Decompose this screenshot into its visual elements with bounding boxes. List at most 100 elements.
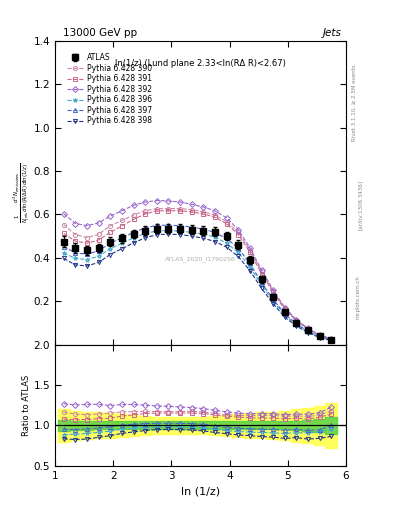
- Pythia 6.428 392: [213, 208, 217, 214]
- Pythia 6.428 392: [329, 335, 334, 342]
- Pythia 6.428 398: [84, 263, 89, 269]
- Text: mcplots.cern.ch: mcplots.cern.ch: [356, 275, 361, 319]
- Pythia 6.428 391: [329, 336, 334, 342]
- Pythia 6.428 392: [96, 220, 101, 226]
- Pythia 6.428 396: [166, 228, 171, 234]
- Pythia 6.428 390: [271, 288, 275, 294]
- Pythia 6.428 390: [189, 206, 194, 212]
- Pythia 6.428 397: [329, 337, 334, 343]
- Y-axis label: $\frac{1}{N_{\rm jets}}\frac{d^2 N_{\rm emissions}}{d\ln(R/\Delta R)\,d\ln(1/z)}: $\frac{1}{N_{\rm jets}}\frac{d^2 N_{\rm …: [12, 162, 32, 223]
- Pythia 6.428 396: [131, 235, 136, 241]
- Pythia 6.428 397: [84, 251, 89, 257]
- Pythia 6.428 390: [178, 205, 182, 211]
- Line: Pythia 6.428 390: Pythia 6.428 390: [62, 206, 333, 341]
- Pythia 6.428 396: [213, 234, 217, 240]
- Pythia 6.428 391: [259, 270, 264, 276]
- X-axis label: ln (1/z): ln (1/z): [181, 486, 220, 496]
- Pythia 6.428 391: [131, 217, 136, 223]
- Pythia 6.428 397: [283, 311, 287, 317]
- Pythia 6.428 391: [317, 332, 322, 338]
- Pythia 6.428 398: [61, 255, 66, 262]
- Pythia 6.428 392: [61, 211, 66, 217]
- Pythia 6.428 396: [271, 298, 275, 304]
- Pythia 6.428 398: [236, 253, 241, 260]
- Pythia 6.428 398: [178, 231, 182, 238]
- Pythia 6.428 397: [96, 248, 101, 254]
- Pythia 6.428 396: [154, 228, 159, 234]
- Pythia 6.428 398: [248, 267, 252, 273]
- Y-axis label: Ratio to ATLAS: Ratio to ATLAS: [22, 375, 31, 436]
- Pythia 6.428 390: [166, 205, 171, 211]
- Pythia 6.428 396: [119, 240, 124, 246]
- Pythia 6.428 397: [271, 296, 275, 302]
- Pythia 6.428 391: [201, 211, 206, 217]
- Pythia 6.428 390: [96, 231, 101, 238]
- Pythia 6.428 396: [329, 337, 334, 343]
- Pythia 6.428 390: [131, 212, 136, 218]
- Pythia 6.428 398: [143, 235, 147, 241]
- Pythia 6.428 391: [189, 209, 194, 215]
- Line: Pythia 6.428 396: Pythia 6.428 396: [62, 228, 333, 342]
- Pythia 6.428 392: [201, 204, 206, 210]
- Pythia 6.428 392: [317, 332, 322, 338]
- Pythia 6.428 398: [224, 244, 229, 250]
- Pythia 6.428 398: [283, 314, 287, 321]
- Pythia 6.428 397: [213, 229, 217, 236]
- Pythia 6.428 392: [248, 245, 252, 251]
- Pythia 6.428 392: [236, 226, 241, 232]
- Pythia 6.428 390: [84, 234, 89, 241]
- Pythia 6.428 391: [294, 318, 299, 324]
- Pythia 6.428 390: [224, 219, 229, 225]
- Pythia 6.428 390: [283, 305, 287, 311]
- Pythia 6.428 398: [96, 259, 101, 265]
- Pythia 6.428 397: [201, 226, 206, 232]
- Text: Rivet 3.1.10, ≥ 2.5M events: Rivet 3.1.10, ≥ 2.5M events: [352, 64, 357, 141]
- Legend: ATLAS, Pythia 6.428 390, Pythia 6.428 391, Pythia 6.428 392, Pythia 6.428 396, P: ATLAS, Pythia 6.428 390, Pythia 6.428 39…: [65, 51, 154, 127]
- Pythia 6.428 391: [84, 240, 89, 246]
- Pythia 6.428 392: [143, 199, 147, 205]
- Pythia 6.428 390: [119, 218, 124, 224]
- Pythia 6.428 396: [306, 329, 310, 335]
- Pythia 6.428 390: [259, 268, 264, 274]
- Pythia 6.428 390: [317, 332, 322, 338]
- Pythia 6.428 391: [224, 221, 229, 227]
- Pythia 6.428 391: [271, 289, 275, 295]
- Pythia 6.428 397: [178, 223, 182, 229]
- Pythia 6.428 398: [306, 330, 310, 336]
- Pythia 6.428 397: [236, 245, 241, 251]
- Pythia 6.428 390: [108, 223, 113, 229]
- Pythia 6.428 398: [154, 231, 159, 238]
- Pythia 6.428 396: [143, 230, 147, 237]
- Pythia 6.428 397: [108, 240, 113, 246]
- Pythia 6.428 396: [317, 334, 322, 340]
- Pythia 6.428 392: [283, 305, 287, 311]
- Pythia 6.428 391: [154, 208, 159, 214]
- Pythia 6.428 390: [236, 229, 241, 236]
- Pythia 6.428 391: [108, 229, 113, 236]
- Pythia 6.428 391: [248, 249, 252, 255]
- Pythia 6.428 397: [294, 321, 299, 327]
- Pythia 6.428 397: [119, 235, 124, 241]
- Text: [arXiv:1306.3436]: [arXiv:1306.3436]: [358, 180, 363, 230]
- Pythia 6.428 392: [271, 287, 275, 293]
- Pythia 6.428 396: [189, 229, 194, 236]
- Pythia 6.428 398: [259, 285, 264, 291]
- Pythia 6.428 397: [317, 334, 322, 340]
- Pythia 6.428 397: [166, 222, 171, 228]
- Pythia 6.428 392: [259, 267, 264, 273]
- Pythia 6.428 392: [166, 198, 171, 204]
- Pythia 6.428 397: [224, 236, 229, 242]
- Pythia 6.428 397: [189, 224, 194, 230]
- Pythia 6.428 391: [73, 238, 78, 244]
- Pythia 6.428 390: [294, 317, 299, 323]
- Pythia 6.428 398: [73, 262, 78, 268]
- Pythia 6.428 392: [131, 202, 136, 208]
- Pythia 6.428 398: [317, 334, 322, 340]
- Pythia 6.428 398: [108, 251, 113, 258]
- Pythia 6.428 396: [248, 264, 252, 270]
- Pythia 6.428 396: [236, 249, 241, 255]
- Pythia 6.428 390: [201, 209, 206, 215]
- Pythia 6.428 391: [306, 326, 310, 332]
- Pythia 6.428 392: [154, 198, 159, 204]
- Pythia 6.428 390: [213, 212, 217, 218]
